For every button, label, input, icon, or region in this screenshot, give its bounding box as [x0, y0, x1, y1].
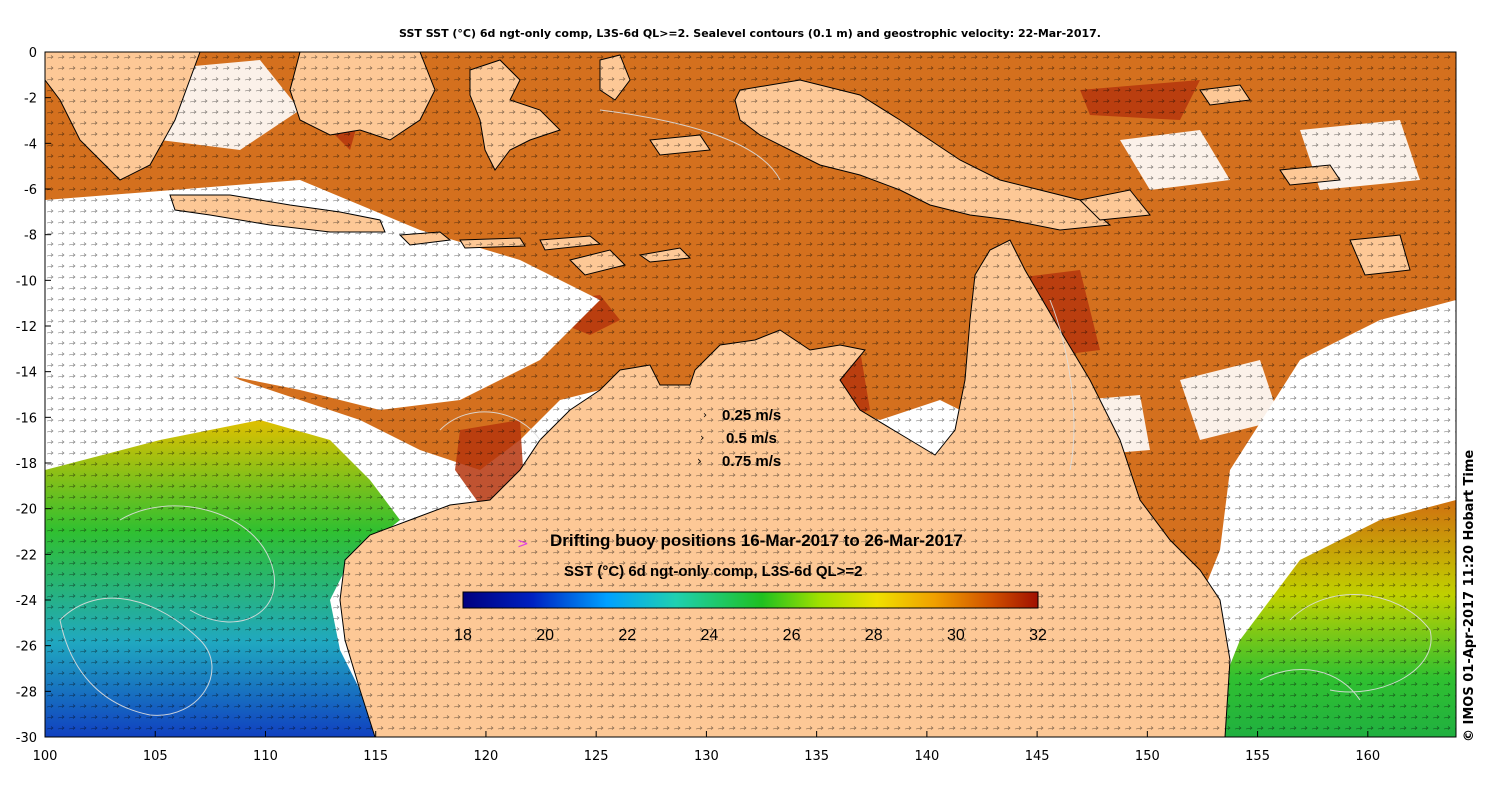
buoy-legend: > Drifting buoy positions 16-Mar-2017 to…: [517, 531, 963, 552]
colorbar-tick-label: 18: [454, 627, 472, 644]
x-tick-label: 110: [253, 749, 278, 764]
y-tick-label: -22: [16, 548, 37, 563]
x-tick-label: 135: [804, 749, 829, 764]
x-axis: 100 105 110 115 120 125 130 135 140 145 150 155 160: [33, 731, 1380, 764]
y-tick-label: -12: [16, 320, 37, 335]
y-tick-label: -30: [16, 731, 37, 746]
colorbar-tick-label: 24: [701, 627, 719, 644]
colorbar-scale: [462, 591, 1039, 609]
velocity-arrow-large: ›: [697, 454, 702, 468]
x-tick-label: 130: [694, 749, 719, 764]
colorbar-tick-label: 32: [1029, 627, 1047, 644]
colorbar-tick-label: 26: [783, 627, 801, 644]
colorbar-tick-label: 22: [618, 627, 636, 644]
colorbar: SST (°C) 6d ngt-only comp, L3S-6d QL>=2 …: [454, 563, 1047, 644]
x-tick-label: 150: [1135, 749, 1160, 764]
velocity-arrows: [45, 52, 1456, 737]
y-tick-label: -26: [16, 640, 37, 655]
colorbar-title: SST (°C) 6d ngt-only comp, L3S-6d QL>=2: [564, 563, 863, 580]
x-tick-label: 140: [914, 749, 939, 764]
y-axis: 0 -2 -4 -6 -8 -10 -12 -14 -16 -18 -20 -22 -24 -26 -28 -…: [16, 46, 51, 746]
map-title: SST SST (°C) 6d ngt-only comp, L3S-6d QL…: [399, 27, 1101, 40]
colorbar-tick-label: 30: [947, 627, 965, 644]
x-tick-label: 100: [33, 749, 58, 764]
x-tick-label: 160: [1355, 749, 1380, 764]
plot-area: [44, 51, 1457, 738]
velocity-label-025: 0.25 m/s: [722, 407, 781, 424]
y-tick-label: -14: [16, 366, 37, 381]
credit-text: © IMOS 01-Apr-2017 11:20 Hobart Time: [1462, 449, 1477, 742]
x-tick-label: 115: [363, 749, 388, 764]
colorbar-ticks: 18 20 22 24 26 28 30 32: [454, 627, 1047, 644]
velocity-label-05: 0.5 m/s: [726, 430, 777, 447]
x-tick-label: 125: [584, 749, 609, 764]
y-tick-label: -20: [16, 503, 37, 518]
y-tick-label: -18: [16, 457, 37, 472]
y-tick-label: -28: [16, 685, 37, 700]
colorbar-tick-label: 28: [865, 627, 883, 644]
x-tick-label: 155: [1245, 749, 1270, 764]
y-tick-label: -10: [16, 274, 37, 289]
y-tick-label: 0: [29, 46, 37, 61]
colorbar-tick-label: 20: [536, 627, 554, 644]
y-tick-label: -8: [24, 229, 37, 244]
buoy-marker: >: [517, 536, 529, 552]
y-tick-label: -24: [16, 594, 37, 609]
sealevel-contours: [59, 109, 1432, 716]
y-tick-label: -4: [24, 137, 37, 152]
velocity-arrow-small: ›: [703, 410, 707, 421]
buoy-legend-text: Drifting buoy positions 16-Mar-2017 to 2…: [550, 531, 963, 550]
x-tick-label: 105: [143, 749, 168, 764]
y-tick-label: -16: [16, 411, 37, 426]
velocity-label-075: 0.75 m/s: [722, 453, 781, 470]
x-tick-label: 120: [474, 749, 499, 764]
y-tick-label: -6: [24, 183, 37, 198]
x-tick-label: 145: [1025, 749, 1050, 764]
velocity-arrow-medium: ›: [700, 431, 704, 444]
velocity-legend: › › › 0.25 m/s 0.5 m/s 0.75 m/s: [697, 407, 781, 470]
y-tick-label: -2: [24, 92, 37, 107]
